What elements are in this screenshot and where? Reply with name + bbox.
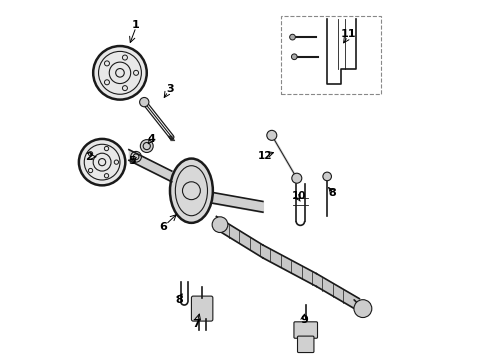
Text: 7: 7 [192, 319, 199, 329]
Ellipse shape [170, 158, 213, 223]
Circle shape [79, 139, 125, 185]
Text: 8: 8 [329, 188, 337, 198]
FancyBboxPatch shape [297, 336, 314, 352]
Text: 5: 5 [129, 156, 136, 166]
Text: 8: 8 [175, 295, 183, 305]
Circle shape [267, 130, 277, 140]
Text: 9: 9 [300, 315, 308, 325]
Circle shape [140, 98, 149, 107]
Circle shape [292, 173, 302, 183]
Circle shape [212, 217, 228, 233]
Circle shape [290, 34, 295, 40]
Text: 4: 4 [147, 134, 155, 144]
Text: 10: 10 [292, 191, 306, 201]
FancyBboxPatch shape [192, 296, 213, 321]
Circle shape [354, 300, 372, 318]
FancyArrowPatch shape [354, 300, 368, 314]
Circle shape [292, 54, 297, 60]
Text: 12: 12 [257, 151, 272, 161]
Text: 11: 11 [341, 28, 356, 39]
Circle shape [131, 152, 142, 162]
Circle shape [323, 172, 331, 181]
Text: 1: 1 [132, 19, 140, 30]
Text: 3: 3 [166, 84, 174, 94]
Bar [281, 16, 381, 94]
Circle shape [140, 140, 153, 153]
Text: 2: 2 [85, 152, 93, 162]
Circle shape [93, 46, 147, 100]
Text: 6: 6 [160, 222, 168, 232]
FancyBboxPatch shape [294, 322, 318, 338]
